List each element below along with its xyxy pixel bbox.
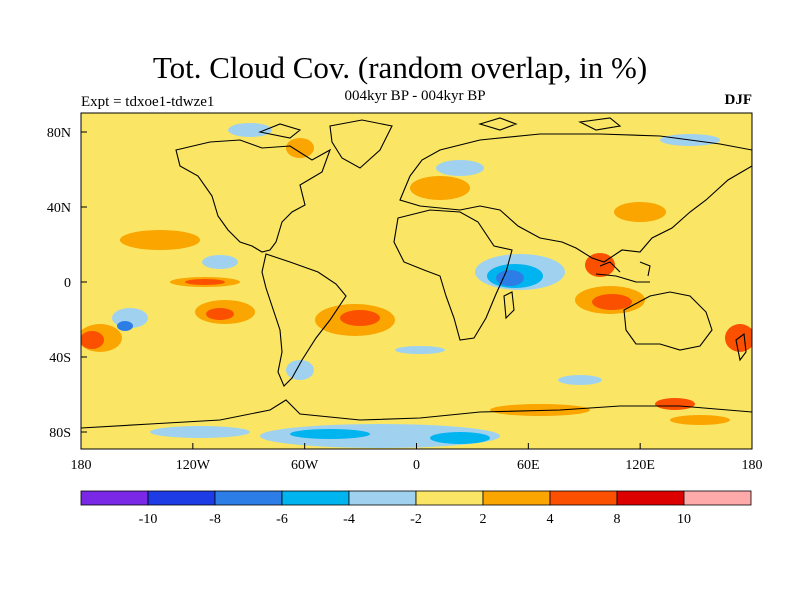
anomaly-region — [655, 398, 695, 410]
anomaly-region — [395, 346, 445, 354]
anomaly-region — [725, 324, 752, 352]
anomaly-region — [228, 123, 272, 137]
x-tick-label: 120W — [176, 458, 211, 473]
colorbar-label: -10 — [139, 512, 158, 527]
coastline-new-zealand — [735, 332, 747, 362]
y-tick-label: 40S — [49, 351, 71, 366]
anomaly-region — [290, 429, 370, 439]
colorbar-label: 8 — [614, 512, 621, 527]
colorbar-swatch — [549, 490, 618, 506]
coastline-antarctica — [81, 399, 752, 429]
x-tick-label: 180 — [71, 458, 92, 473]
colorbar-label: 4 — [547, 512, 554, 527]
y-tick-label: 0 — [64, 276, 71, 291]
coastline-africa — [393, 209, 513, 341]
anomaly-region — [496, 270, 524, 286]
colorbar-swatch — [348, 490, 417, 506]
anomaly-region — [81, 331, 104, 349]
colorbar-label: -8 — [209, 512, 221, 527]
coastline-australia — [623, 291, 713, 351]
colorbar-swatch — [415, 490, 484, 506]
coastline-south-america — [261, 253, 347, 387]
anomaly-region — [614, 202, 666, 222]
colorbar-swatch — [147, 490, 216, 506]
experiment-label: Expt = tdxoe1-tdwze1 — [81, 94, 215, 110]
anomaly-region — [202, 255, 238, 269]
colorbar-swatch — [80, 490, 149, 506]
y-tick-label: 80N — [47, 126, 71, 141]
colorbar-label: -4 — [343, 512, 355, 527]
anomaly-region — [286, 360, 314, 380]
colorbar-swatch — [683, 490, 752, 506]
y-tick-label: 40N — [47, 201, 71, 216]
coastline-eurasia — [399, 133, 752, 263]
coastline-greenland — [329, 119, 393, 169]
anomaly-region — [185, 279, 225, 285]
anomaly-region — [430, 432, 490, 444]
x-axis-labels: 180 120W 60W 0 60E 120E 180 — [71, 458, 763, 473]
colorbar-swatch — [482, 490, 551, 506]
x-tick-label: 120E — [625, 458, 655, 473]
colorbar-swatch — [281, 490, 350, 506]
map-panel — [81, 113, 752, 449]
anomaly-region — [150, 426, 250, 438]
x-tick-label: 180 — [742, 458, 763, 473]
axis-ticks — [80, 131, 753, 449]
coastline-north-america — [175, 139, 332, 253]
anomaly-region — [436, 160, 484, 176]
anomaly-region — [206, 308, 234, 320]
anomaly-region — [585, 253, 615, 277]
x-tick-label: 60E — [517, 458, 540, 473]
plot-title: Tot. Cloud Cov. (random overlap, in %) — [152, 50, 648, 85]
anomaly-region — [117, 321, 133, 331]
anomaly-region — [558, 375, 602, 385]
anomaly-region — [670, 415, 730, 425]
anomaly-region — [592, 294, 632, 310]
y-tick-label: 80S — [49, 426, 71, 441]
colorbar-label: 2 — [480, 512, 487, 527]
colorbar-swatch — [616, 490, 685, 506]
colorbar: -10 -8 -6 -4 -2 2 4 8 10 — [80, 490, 752, 527]
anomaly-region — [410, 176, 470, 200]
colorbar-label: -2 — [410, 512, 422, 527]
coastline-indonesia — [595, 261, 651, 283]
x-tick-label: 0 — [413, 458, 420, 473]
x-tick-label: 60W — [291, 458, 319, 473]
anomaly-region — [120, 230, 200, 250]
y-axis-labels: 80N 40N 0 40S 80S — [47, 126, 71, 441]
coastline-arctic-islands — [258, 117, 622, 139]
plot-subtitle: 004kyr BP - 004kyr BP — [344, 88, 486, 104]
colorbar-swatch — [214, 490, 283, 506]
season-label: DJF — [724, 92, 753, 108]
coastlines — [81, 117, 752, 429]
coastline-madagascar — [503, 291, 515, 320]
anomaly-region — [340, 310, 380, 326]
colorbar-label: -6 — [276, 512, 288, 527]
anomaly-region — [286, 138, 314, 158]
colorbar-label: 10 — [677, 512, 691, 527]
